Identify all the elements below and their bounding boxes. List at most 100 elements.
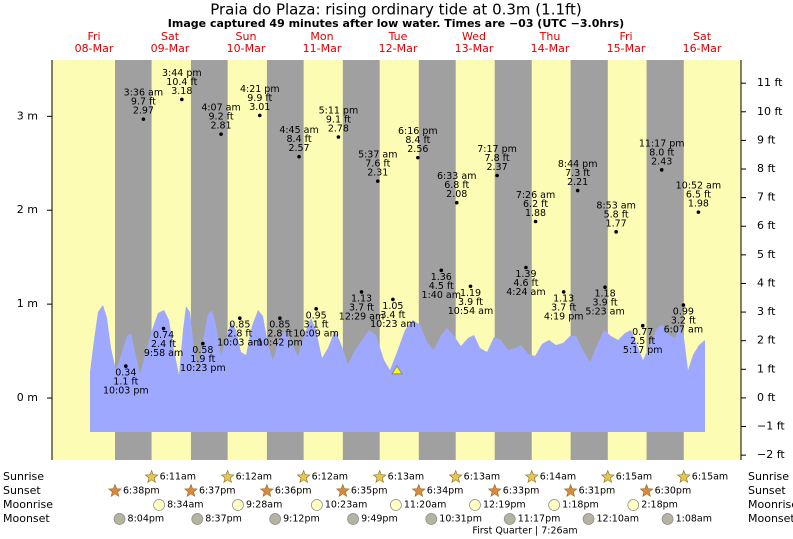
day-name: Fri xyxy=(619,30,632,43)
event-time: 8:04pm xyxy=(128,514,165,525)
tide-point xyxy=(640,323,645,328)
sun-icon xyxy=(220,469,235,483)
tide-label: 2.5 ft xyxy=(630,336,655,347)
tide-label: 8.4 ft xyxy=(287,134,312,145)
tide-label: 5.8 ft xyxy=(604,209,629,220)
sun-icon xyxy=(639,483,654,497)
tide-label: 3.18 xyxy=(171,86,192,97)
tide-label: 8:44 pm xyxy=(558,159,598,170)
tide-label: 2.8 ft xyxy=(227,329,252,340)
tide-label: 1.18 xyxy=(594,289,615,300)
tide-label: 0.74 xyxy=(153,330,174,341)
tide-label: 0.85 xyxy=(229,320,250,331)
event-time: 8:37pm xyxy=(205,514,242,525)
tide-label: 0.58 xyxy=(192,345,213,356)
tide-label: 1.13 xyxy=(351,293,372,304)
event-time: 6:33pm xyxy=(503,486,540,497)
event-time: 6:34pm xyxy=(427,486,464,497)
event-time: 1:18pm xyxy=(562,500,599,511)
tide-label: 3.1 ft xyxy=(304,319,329,330)
tide-label: 7.6 ft xyxy=(365,159,390,170)
sun-icon xyxy=(448,469,463,483)
tide-label: 8.4 ft xyxy=(405,135,430,146)
event-time: 6:12am xyxy=(236,472,272,483)
tide-point xyxy=(124,364,128,368)
tide-point xyxy=(297,154,301,159)
event-time: 6:37pm xyxy=(199,486,236,497)
moon-icon xyxy=(191,513,204,525)
tide-label: 1.05 xyxy=(382,301,403,312)
event-time: 2:18pm xyxy=(641,500,678,511)
tide-label: 10:03 am xyxy=(217,338,262,349)
tide-label: 1.9 ft xyxy=(190,354,215,365)
event-time: 11:17pm xyxy=(518,514,561,525)
event-time: 6:15am xyxy=(692,472,728,483)
day-name: Sun xyxy=(236,30,257,43)
y2-tick-label: −1 ft xyxy=(757,420,785,433)
row-label: Sunrise xyxy=(748,470,789,483)
sun-icon xyxy=(563,483,578,497)
event-time: 8:34am xyxy=(167,500,203,511)
day-name: Sat xyxy=(693,30,712,43)
y2-tick-label: 2 ft xyxy=(757,334,776,347)
tide-label: 10:03 pm xyxy=(103,386,149,397)
y-tick-label: 1 m xyxy=(17,297,38,310)
tide-label: 4:24 am xyxy=(506,287,545,298)
tide-label: 9.1 ft xyxy=(326,114,351,125)
tide-label: 4:07 am xyxy=(201,103,240,114)
y2-tick-label: 0 ft xyxy=(757,391,776,404)
day-name: Tue xyxy=(388,30,408,43)
tide-label: 2.43 xyxy=(651,156,672,167)
moon-icon xyxy=(153,499,165,511)
sun-icon xyxy=(372,469,387,483)
tide-label: 1.19 xyxy=(460,288,481,299)
sun-icon xyxy=(676,469,691,483)
moon-icon xyxy=(390,499,402,511)
row-label: Sunset xyxy=(3,484,41,497)
tide-label: 3.9 ft xyxy=(458,297,483,308)
tide-label: 6:33 am xyxy=(437,171,476,182)
moon-icon xyxy=(469,499,481,511)
tide-label: 3:36 am xyxy=(124,88,163,99)
sun-icon xyxy=(335,483,350,497)
y-tick-label: 2 m xyxy=(17,203,38,216)
tide-label: 5:37 am xyxy=(358,150,397,161)
tide-point xyxy=(681,303,686,307)
tide-point xyxy=(391,297,395,302)
tide-label: 9.2 ft xyxy=(209,112,234,123)
tide-label: 1.13 xyxy=(553,293,574,304)
tide-label: 3.01 xyxy=(249,102,270,113)
sun-icon xyxy=(600,469,615,483)
moon-icon xyxy=(232,499,244,511)
tide-label: 1.77 xyxy=(606,218,627,229)
event-time: 1:08am xyxy=(676,514,712,525)
tide-point xyxy=(439,268,444,273)
tide-label: 0.77 xyxy=(632,327,653,338)
y2-tick-label: 4 ft xyxy=(757,276,776,289)
tide-point xyxy=(278,316,282,321)
tide-label: 1.98 xyxy=(688,199,709,210)
tide-label: 3.4 ft xyxy=(380,310,405,321)
tide-label: 6.2 ft xyxy=(523,199,548,210)
sun-icon xyxy=(524,469,539,483)
row-label: Moonset xyxy=(3,512,50,525)
tide-point xyxy=(495,173,499,178)
event-time: 6:11am xyxy=(160,472,196,483)
tide-point xyxy=(614,230,618,234)
event-time: 6:13am xyxy=(388,472,424,483)
sun-icon xyxy=(259,483,274,497)
event-time: 10:23am xyxy=(325,500,367,511)
event-time: 6:35pm xyxy=(351,486,388,497)
event-time: 6:31pm xyxy=(579,486,616,497)
tide-point xyxy=(696,210,701,214)
y2-tick-label: −2 ft xyxy=(757,448,785,461)
tide-point xyxy=(161,326,166,331)
tide-label: 0.34 xyxy=(115,368,136,379)
row-label: Moonrise xyxy=(3,498,53,511)
tide-point xyxy=(336,135,341,139)
moon-icon xyxy=(347,513,359,525)
tide-label: 9.9 ft xyxy=(247,93,272,104)
event-time: 12:19pm xyxy=(483,500,526,511)
tide-label: 0.95 xyxy=(306,310,327,321)
